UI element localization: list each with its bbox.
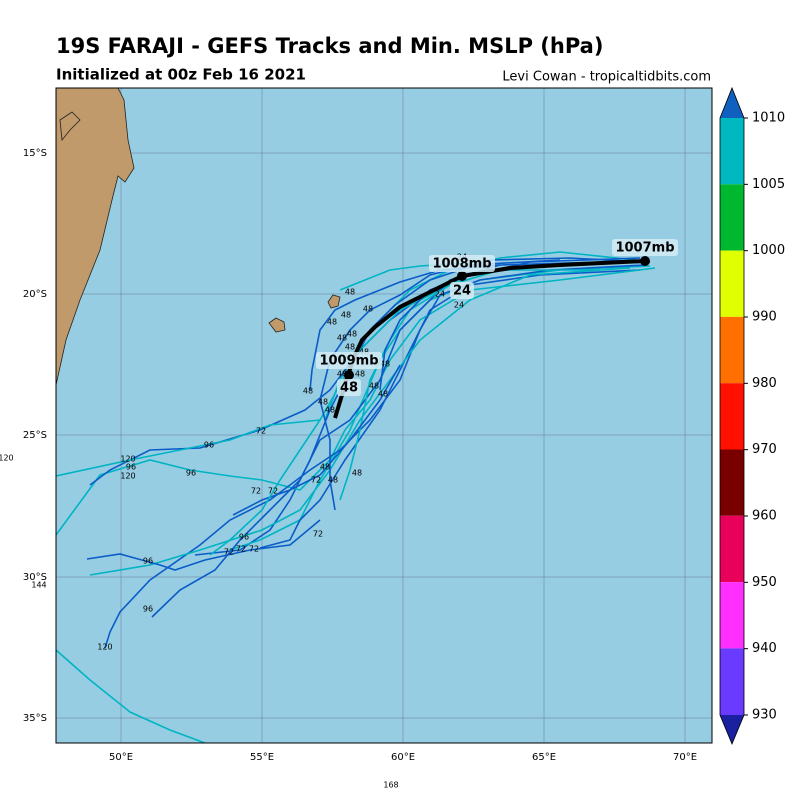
- track-point: [457, 271, 467, 281]
- edge-label: 144: [31, 581, 46, 590]
- track-hour-label: 48: [337, 370, 347, 379]
- mslp-label: 1007mb: [615, 241, 674, 256]
- track-hour-label: 48: [345, 288, 355, 297]
- title: 19S FARAJI - GEFS Tracks and Min. MSLP (…: [56, 34, 603, 58]
- track-hour-label: 48: [347, 330, 357, 339]
- track-hour-label: 72: [236, 545, 246, 554]
- lat-labels: 15°S 20°S 25°S 30°S 35°S: [23, 148, 47, 724]
- track-hour-label: 48: [341, 311, 351, 320]
- track-hour-label: 48: [355, 370, 365, 379]
- colorbar-label: 1000: [752, 243, 785, 258]
- lat-label: 15°S: [23, 148, 47, 159]
- track-hour-label: 120: [120, 472, 135, 481]
- track-hour-label: 120: [120, 455, 135, 464]
- track-hour-label: 48: [363, 305, 373, 314]
- colorbar: 1010 1005 1000 990 980 970 960 950 940 930: [719, 86, 785, 746]
- colorbar-label: 950: [752, 575, 777, 590]
- lon-label: 60°E: [391, 752, 415, 763]
- mslp-labels: 1007mb 1008mb 1009mb 24 48: [316, 239, 678, 396]
- colorbar-label: 1010: [752, 111, 785, 126]
- colorbar-label: 960: [752, 509, 777, 524]
- track-hour-label: 96: [143, 557, 153, 566]
- track-hour-label: 24: [435, 290, 445, 299]
- track-hour-label: 96: [126, 463, 136, 472]
- track-hour-label: 72: [313, 530, 323, 539]
- track-hour-label: 72: [251, 487, 261, 496]
- lon-label: 65°E: [532, 752, 556, 763]
- track-hour-label: 72: [249, 545, 259, 554]
- map-content: 4848484848484848484848484848484848484824…: [56, 88, 712, 743]
- track-hour-label: 48: [325, 406, 335, 415]
- lon-labels: 50°E 55°E 60°E 65°E 70°E: [109, 752, 697, 763]
- track-hour-label: 72: [311, 476, 321, 485]
- track-hour-label: 72: [256, 427, 266, 436]
- edge-label: 168: [383, 781, 398, 790]
- track-hour-label: 72: [268, 487, 278, 496]
- islet: [59, 111, 81, 142]
- mslp-label: 1008mb: [432, 257, 491, 272]
- track-hour-label: 48: [337, 334, 347, 343]
- edge-label: 120: [0, 454, 14, 463]
- track-hour-label: 48: [327, 318, 337, 327]
- track-hour-label: 48: [318, 398, 328, 407]
- lon-label: 55°E: [250, 752, 274, 763]
- track-hour-label: 48: [380, 360, 390, 369]
- credit: Levi Cowan - tropicaltidbits.com: [502, 70, 711, 85]
- lat-label: 25°S: [23, 430, 47, 441]
- colorbar-label: 940: [752, 641, 777, 656]
- lon-label: 50°E: [109, 752, 133, 763]
- ocean: [56, 88, 712, 743]
- track-hour-label: 96: [204, 441, 214, 450]
- colorbar-label: 990: [752, 310, 777, 325]
- track-hour-label: 48: [345, 343, 355, 352]
- colorbar-label: 930: [752, 708, 777, 723]
- track-point: [640, 256, 650, 266]
- lat-label: 20°S: [23, 289, 47, 300]
- track-hour-label: 120: [97, 643, 112, 652]
- map-frame: [55, 87, 713, 744]
- track-hour-label: 96: [186, 469, 196, 478]
- track-hour-label: 48: [369, 382, 379, 391]
- edge-labels: 120 144 168: [0, 454, 399, 790]
- track-hour-label: 48: [328, 476, 338, 485]
- colorbar-label: 980: [752, 376, 777, 391]
- track-point: [344, 370, 354, 380]
- hour-label: 24: [453, 284, 471, 299]
- track-hour-label: 96: [143, 605, 153, 614]
- lat-label: 30°S: [23, 572, 47, 583]
- track-hour-label: 48: [320, 463, 330, 472]
- subtitle: Initialized at 00z Feb 16 2021: [56, 66, 306, 84]
- colorbar-label: 970: [752, 442, 777, 457]
- track-hour-label: 48: [303, 387, 313, 396]
- lon-label: 70°E: [673, 752, 697, 763]
- track-hour-label: 72: [224, 548, 234, 557]
- colorbar-label: 1005: [752, 177, 785, 192]
- track-hour-label: 48: [352, 469, 362, 478]
- graticule: [56, 88, 712, 743]
- lat-label: 35°S: [23, 713, 47, 724]
- track-hour-label: 24: [454, 301, 464, 310]
- madagascar: [56, 88, 135, 386]
- mslp-label: 1009mb: [319, 354, 378, 369]
- track-hour-label: 96: [239, 533, 249, 542]
- track-hour-label: 48: [378, 390, 388, 399]
- track-hour-labels: 4848484848484848484848484848484848484824…: [97, 253, 467, 652]
- mauritius: [327, 294, 341, 309]
- reunion: [268, 317, 286, 333]
- hour-label: 48: [340, 381, 358, 396]
